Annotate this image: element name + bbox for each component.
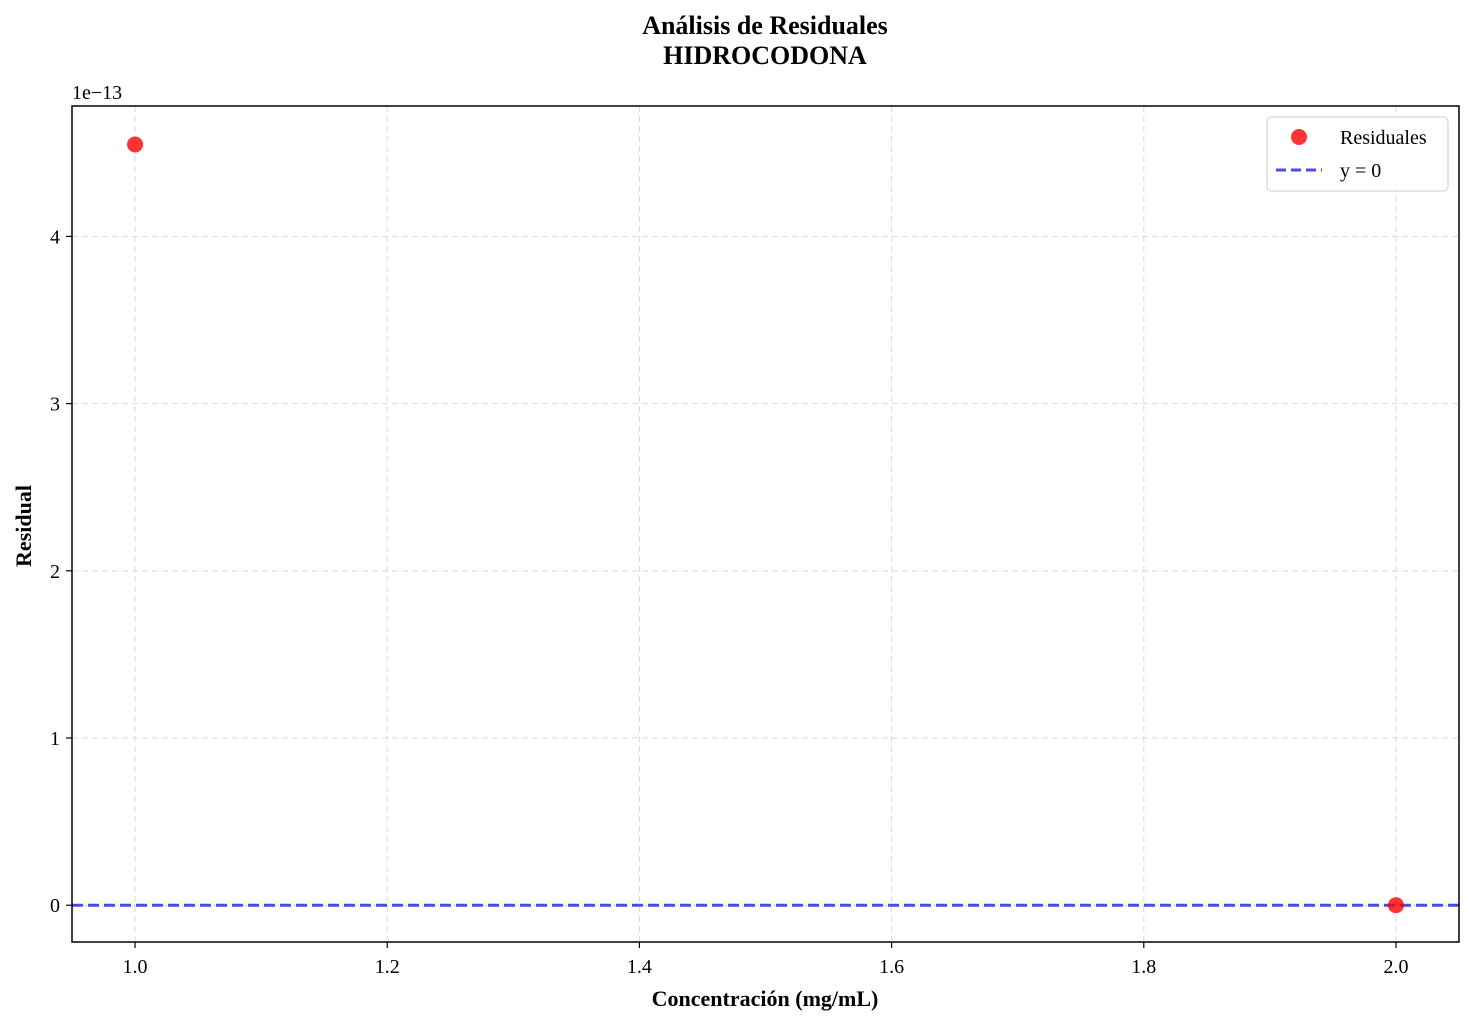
legend-box xyxy=(1266,116,1449,192)
y-tick-label: 2 xyxy=(50,561,60,583)
legend: Residuales y = 0 xyxy=(1266,116,1449,192)
x-tick-label: 1.6 xyxy=(879,956,904,978)
series xyxy=(72,136,1459,914)
chart-title: Análisis de Residuales xyxy=(642,11,888,40)
legend-label-zero-line: y = 0 xyxy=(1340,160,1381,182)
y-tick-label: 4 xyxy=(50,226,60,248)
y-tick-label: 1 xyxy=(50,728,60,750)
axis-ticks: 1.0 1.2 1.4 1.6 1.8 2.0 0 1 2 3 4 xyxy=(50,226,1408,978)
x-tick-label: 1.2 xyxy=(375,956,400,978)
legend-marker-residuales xyxy=(1291,129,1307,145)
residual-point xyxy=(1387,897,1404,914)
plot-area-frame xyxy=(71,105,1460,943)
x-axis-label: Concentración (mg/mL) xyxy=(652,986,879,1011)
y-tick-label: 0 xyxy=(50,895,60,917)
chart-subtitle: HIDROCODONA xyxy=(663,41,867,70)
y-offset-label: 1e−13 xyxy=(72,82,122,104)
y-axis-label: Residual xyxy=(11,485,36,567)
residual-point xyxy=(127,136,144,153)
x-tick-label: 1.0 xyxy=(123,956,148,978)
x-tick-label: 2.0 xyxy=(1383,956,1408,978)
legend-label-residuales: Residuales xyxy=(1340,127,1427,149)
x-tick-label: 1.8 xyxy=(1131,956,1156,978)
y-tick-label: 3 xyxy=(50,394,60,416)
x-tick-label: 1.4 xyxy=(627,956,652,978)
